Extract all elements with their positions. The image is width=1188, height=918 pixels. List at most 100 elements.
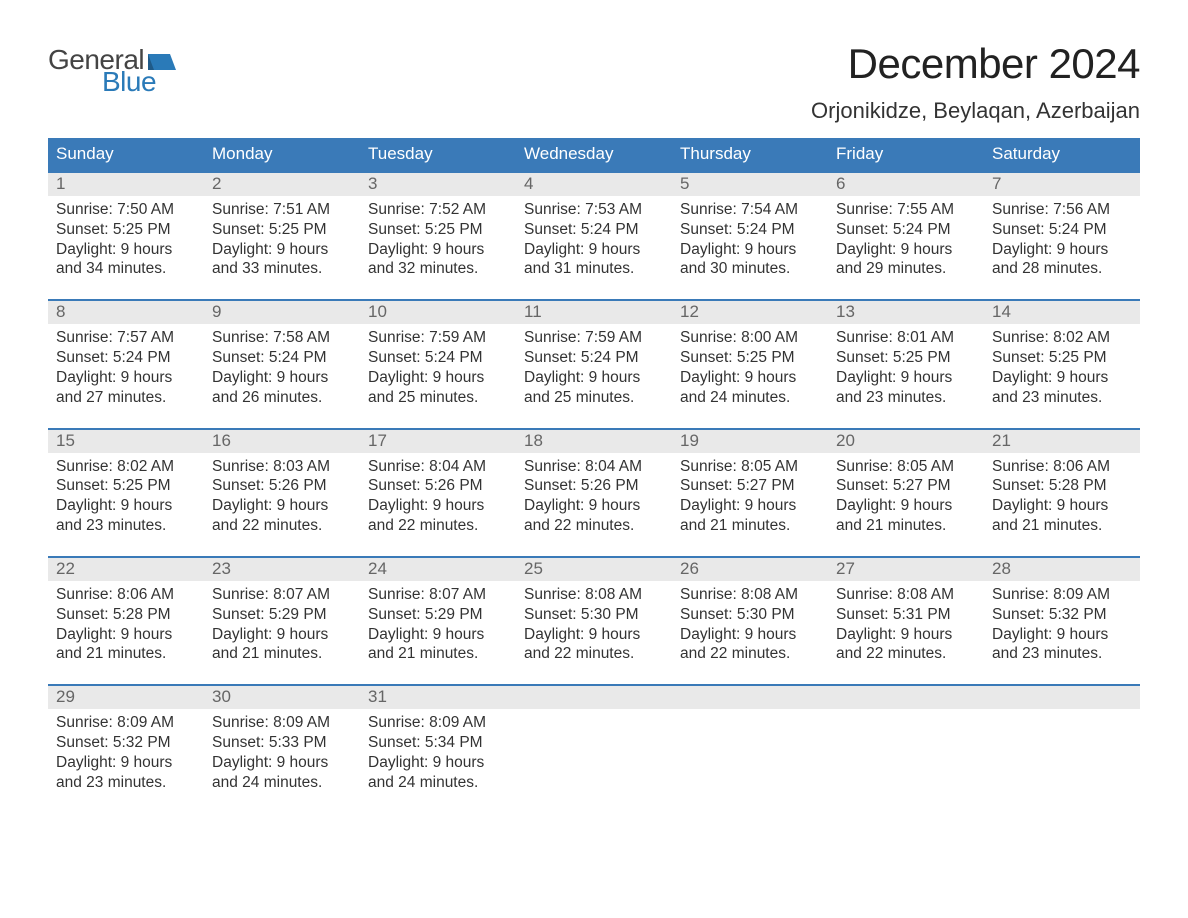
- sunset-text: Sunset: 5:28 PM: [992, 476, 1132, 496]
- day-cell: Sunrise: 7:59 AMSunset: 5:24 PMDaylight:…: [360, 324, 516, 407]
- daylight-text: Daylight: 9 hours: [680, 368, 820, 388]
- day-number: 24: [360, 558, 516, 581]
- day-number: 8: [48, 301, 204, 324]
- sunrise-text: Sunrise: 8:04 AM: [524, 457, 664, 477]
- weekday-header-row: Sunday Monday Tuesday Wednesday Thursday…: [48, 138, 1140, 171]
- daylight-text: and 21 minutes.: [212, 644, 352, 664]
- sunset-text: Sunset: 5:24 PM: [992, 220, 1132, 240]
- month-title: December 2024: [811, 40, 1140, 88]
- sunrise-text: Sunrise: 8:08 AM: [524, 585, 664, 605]
- day-number: 16: [204, 430, 360, 453]
- daylight-text: Daylight: 9 hours: [836, 368, 976, 388]
- daylight-text: and 23 minutes.: [836, 388, 976, 408]
- daylight-text: Daylight: 9 hours: [368, 753, 508, 773]
- sunrise-text: Sunrise: 8:08 AM: [680, 585, 820, 605]
- sunset-text: Sunset: 5:30 PM: [524, 605, 664, 625]
- daylight-text: Daylight: 9 hours: [836, 625, 976, 645]
- daylight-text: and 24 minutes.: [368, 773, 508, 793]
- sunset-text: Sunset: 5:25 PM: [56, 476, 196, 496]
- daylight-text: Daylight: 9 hours: [56, 240, 196, 260]
- day-number: 30: [204, 686, 360, 709]
- sunset-text: Sunset: 5:32 PM: [992, 605, 1132, 625]
- sunset-text: Sunset: 5:26 PM: [524, 476, 664, 496]
- daylight-text: and 24 minutes.: [212, 773, 352, 793]
- daylight-text: Daylight: 9 hours: [212, 625, 352, 645]
- sunrise-text: Sunrise: 8:04 AM: [368, 457, 508, 477]
- daylight-text: Daylight: 9 hours: [524, 240, 664, 260]
- daylight-text: Daylight: 9 hours: [524, 625, 664, 645]
- day-cell: Sunrise: 8:02 AMSunset: 5:25 PMDaylight:…: [984, 324, 1140, 407]
- day-cell: Sunrise: 8:07 AMSunset: 5:29 PMDaylight:…: [204, 581, 360, 664]
- sunset-text: Sunset: 5:28 PM: [56, 605, 196, 625]
- week-row: 22232425262728Sunrise: 8:06 AMSunset: 5:…: [48, 556, 1140, 664]
- day-number: 14: [984, 301, 1140, 324]
- day-number-strip: 1234567: [48, 173, 1140, 196]
- daylight-text: and 21 minutes.: [836, 516, 976, 536]
- day-number: 29: [48, 686, 204, 709]
- sunset-text: Sunset: 5:30 PM: [680, 605, 820, 625]
- weekday-header: Wednesday: [516, 138, 672, 171]
- sunset-text: Sunset: 5:26 PM: [368, 476, 508, 496]
- sunset-text: Sunset: 5:25 PM: [368, 220, 508, 240]
- daylight-text: Daylight: 9 hours: [368, 368, 508, 388]
- day-cell: Sunrise: 8:06 AMSunset: 5:28 PMDaylight:…: [48, 581, 204, 664]
- daylight-text: Daylight: 9 hours: [56, 368, 196, 388]
- sunrise-text: Sunrise: 8:09 AM: [56, 713, 196, 733]
- day-number-strip: 15161718192021: [48, 430, 1140, 453]
- day-cell: Sunrise: 8:06 AMSunset: 5:28 PMDaylight:…: [984, 453, 1140, 536]
- daylight-text: and 22 minutes.: [524, 516, 664, 536]
- daylight-text: Daylight: 9 hours: [992, 368, 1132, 388]
- day-number: 1: [48, 173, 204, 196]
- sunset-text: Sunset: 5:25 PM: [56, 220, 196, 240]
- sunset-text: Sunset: 5:24 PM: [56, 348, 196, 368]
- day-cell: Sunrise: 8:02 AMSunset: 5:25 PMDaylight:…: [48, 453, 204, 536]
- day-number: 31: [360, 686, 516, 709]
- daylight-text: Daylight: 9 hours: [56, 496, 196, 516]
- daylight-text: Daylight: 9 hours: [368, 240, 508, 260]
- sunrise-text: Sunrise: 8:09 AM: [992, 585, 1132, 605]
- day-cell: Sunrise: 8:05 AMSunset: 5:27 PMDaylight:…: [672, 453, 828, 536]
- brand-logo: General Blue: [48, 40, 176, 96]
- weekday-header: Saturday: [984, 138, 1140, 171]
- day-cell: Sunrise: 8:07 AMSunset: 5:29 PMDaylight:…: [360, 581, 516, 664]
- week-row: 293031Sunrise: 8:09 AMSunset: 5:32 PMDay…: [48, 684, 1140, 792]
- sunrise-text: Sunrise: 7:54 AM: [680, 200, 820, 220]
- day-number: 9: [204, 301, 360, 324]
- sunrise-text: Sunrise: 8:07 AM: [212, 585, 352, 605]
- weekday-header: Friday: [828, 138, 984, 171]
- daylight-text: and 29 minutes.: [836, 259, 976, 279]
- daylight-text: and 22 minutes.: [524, 644, 664, 664]
- sunset-text: Sunset: 5:33 PM: [212, 733, 352, 753]
- daylight-text: and 23 minutes.: [56, 773, 196, 793]
- day-number-strip: 891011121314: [48, 301, 1140, 324]
- daylight-text: and 21 minutes.: [992, 516, 1132, 536]
- day-cell: Sunrise: 8:05 AMSunset: 5:27 PMDaylight:…: [828, 453, 984, 536]
- sunset-text: Sunset: 5:24 PM: [680, 220, 820, 240]
- daylight-text: Daylight: 9 hours: [524, 368, 664, 388]
- day-cell: Sunrise: 8:09 AMSunset: 5:32 PMDaylight:…: [984, 581, 1140, 664]
- daylight-text: Daylight: 9 hours: [680, 625, 820, 645]
- day-cell: Sunrise: 7:58 AMSunset: 5:24 PMDaylight:…: [204, 324, 360, 407]
- sunrise-text: Sunrise: 8:02 AM: [56, 457, 196, 477]
- day-number: 22: [48, 558, 204, 581]
- sunset-text: Sunset: 5:25 PM: [836, 348, 976, 368]
- sunrise-text: Sunrise: 8:03 AM: [212, 457, 352, 477]
- daylight-text: and 23 minutes.: [56, 516, 196, 536]
- week-row: 15161718192021Sunrise: 8:02 AMSunset: 5:…: [48, 428, 1140, 536]
- sunrise-text: Sunrise: 8:06 AM: [56, 585, 196, 605]
- day-number: 20: [828, 430, 984, 453]
- day-cell: Sunrise: 7:52 AMSunset: 5:25 PMDaylight:…: [360, 196, 516, 279]
- daylight-text: and 22 minutes.: [836, 644, 976, 664]
- sunrise-text: Sunrise: 7:51 AM: [212, 200, 352, 220]
- day-cell: Sunrise: 7:55 AMSunset: 5:24 PMDaylight:…: [828, 196, 984, 279]
- day-number: 25: [516, 558, 672, 581]
- sunset-text: Sunset: 5:29 PM: [212, 605, 352, 625]
- sunset-text: Sunset: 5:25 PM: [680, 348, 820, 368]
- weekday-header: Monday: [204, 138, 360, 171]
- day-cell: Sunrise: 8:03 AMSunset: 5:26 PMDaylight:…: [204, 453, 360, 536]
- sunrise-text: Sunrise: 8:01 AM: [836, 328, 976, 348]
- sunset-text: Sunset: 5:27 PM: [836, 476, 976, 496]
- daylight-text: Daylight: 9 hours: [212, 240, 352, 260]
- day-cell: Sunrise: 8:09 AMSunset: 5:34 PMDaylight:…: [360, 709, 516, 792]
- daylight-text: and 22 minutes.: [368, 516, 508, 536]
